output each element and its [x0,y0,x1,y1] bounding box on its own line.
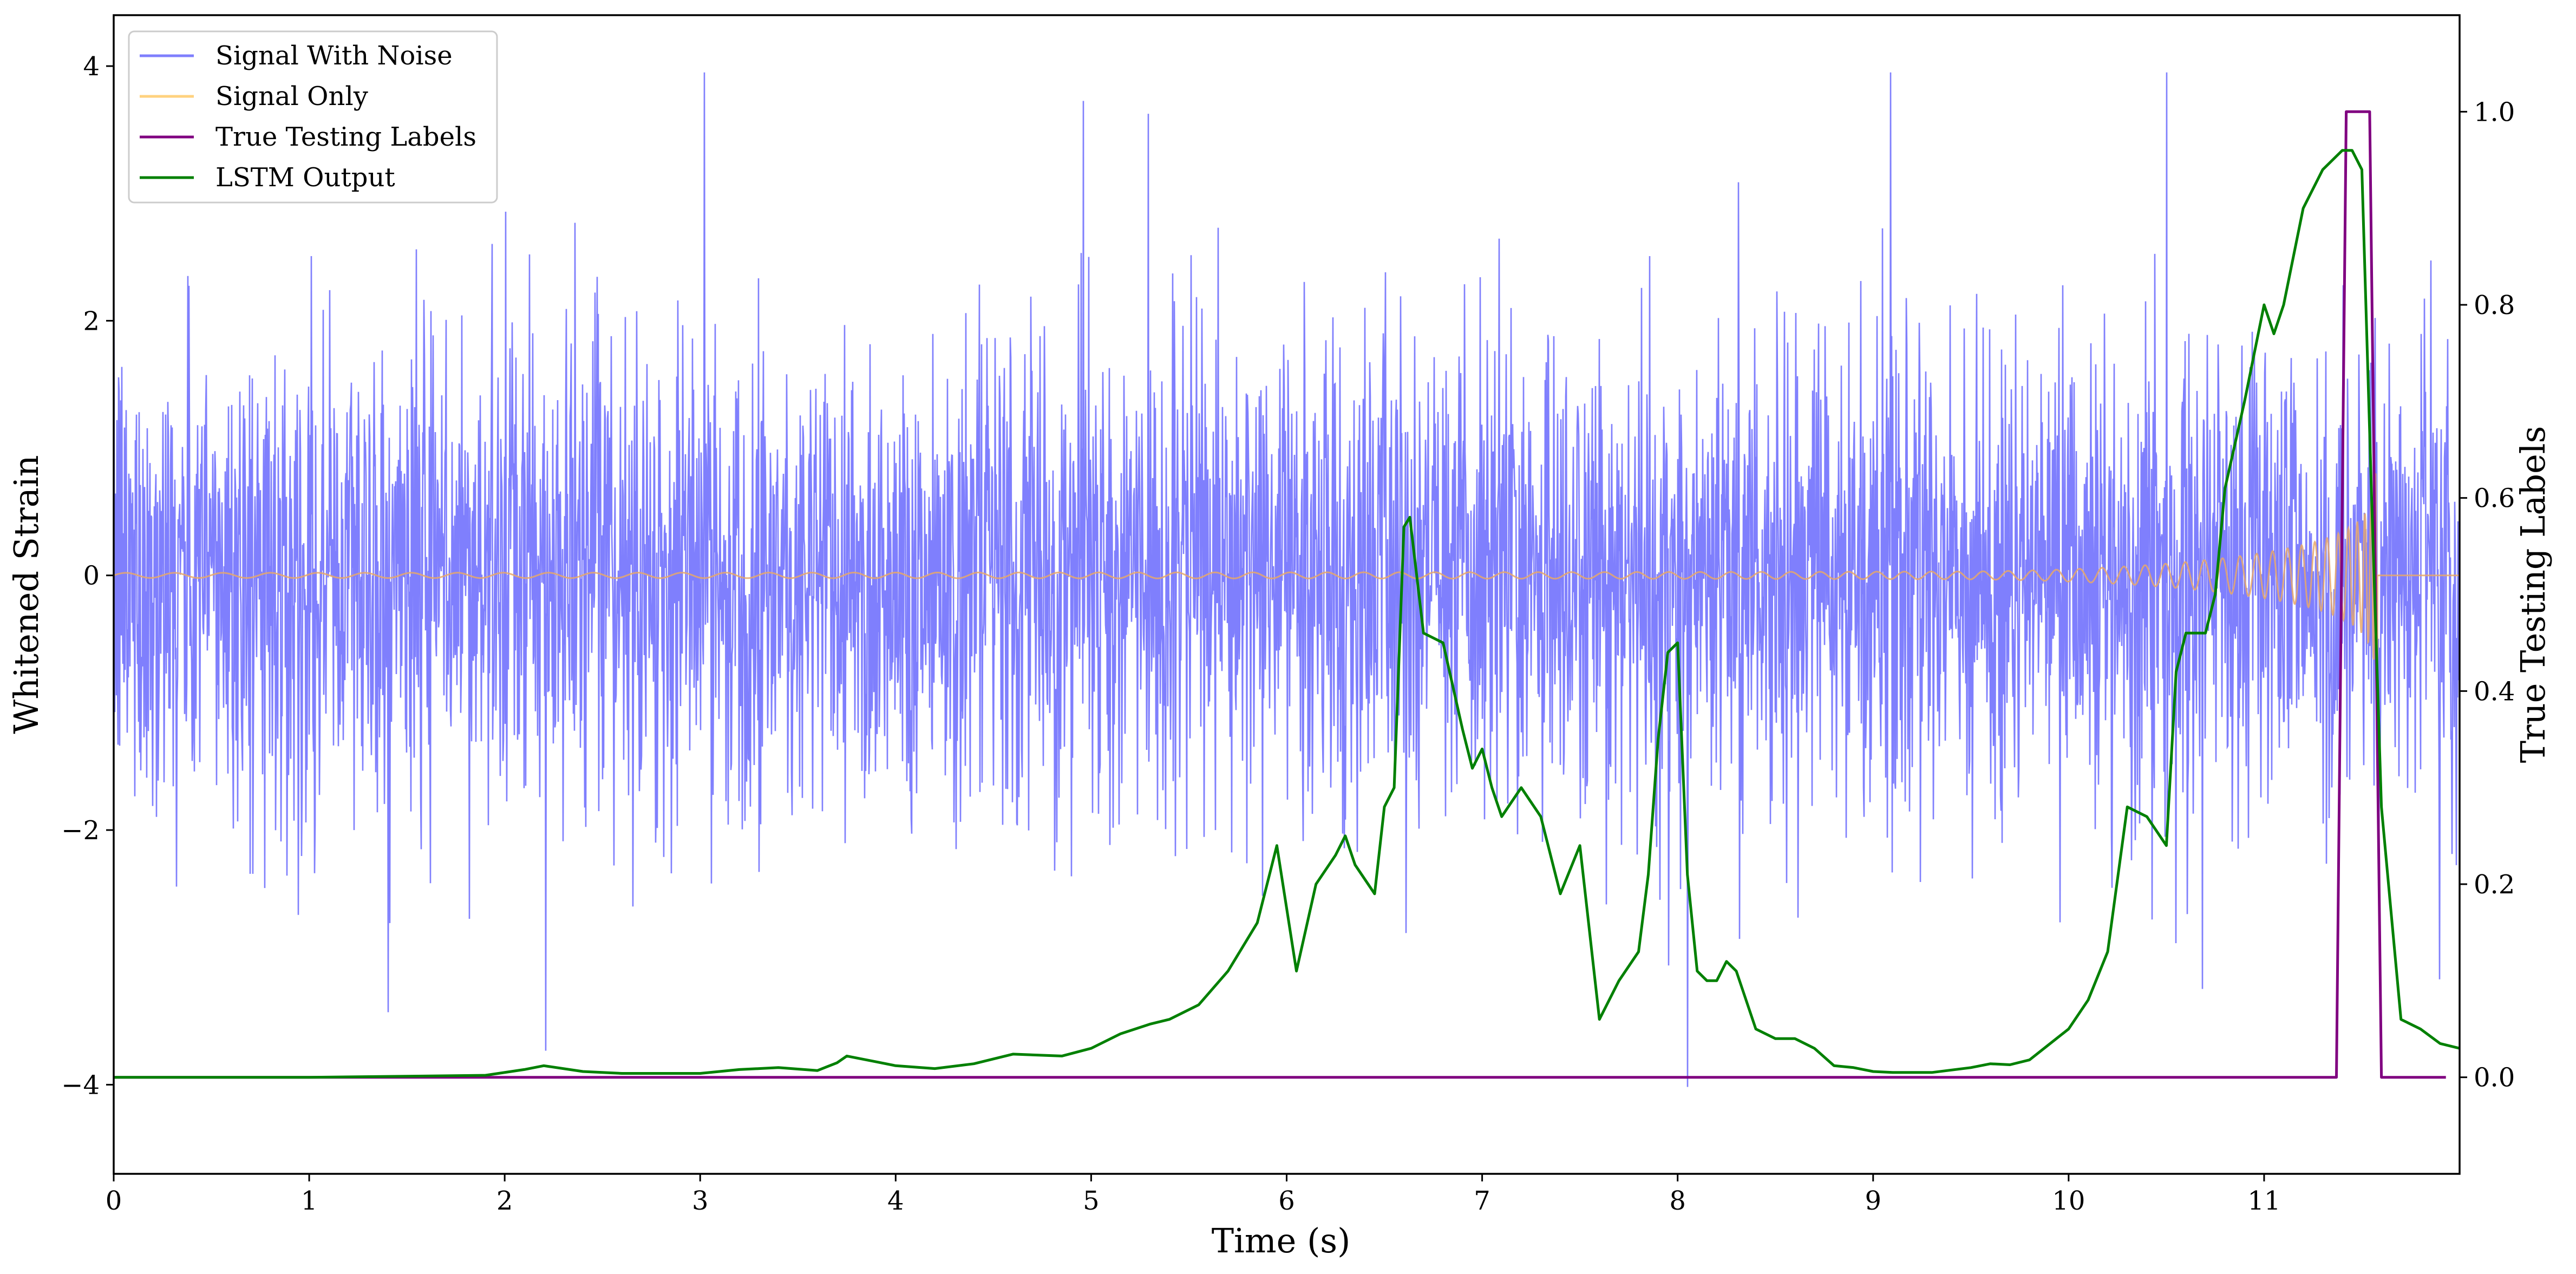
y-tick-label: −2 [61,815,100,846]
y-tick-label-right: 0.2 [2474,870,2515,900]
y-tick-label-right: 0.6 [2474,484,2515,514]
x-tick-label: 9 [1865,1186,1881,1216]
y-tick-label-right: 0.4 [2474,676,2515,707]
x-tick-label: 4 [887,1186,904,1216]
y-tick-label-right: 1.0 [2474,97,2515,127]
legend-label-signal-only: Signal Only [215,81,368,112]
legend-label-lstm-output: LSTM Output [215,162,395,193]
legend-box [128,30,498,204]
axis-layer: 0 1 2 3 4 5 6 7 8 9 10 11 −4 −2 0 2 4 0.0 0.2 0.4 0.6 0.8 1.0 [61,51,2515,1216]
x-tick-label: 11 [2247,1186,2280,1216]
y-axis-label-right: True Testing Labels [2513,426,2553,763]
y-tick-label: 4 [83,51,100,82]
y-axis-label: Whitened Strain [6,455,46,734]
x-tick-label: 8 [1669,1186,1686,1216]
x-tick-label: 2 [496,1186,513,1216]
series-lstm-output [114,149,2460,1079]
legend-label-signal-with-noise: Signal With Noise [215,41,453,71]
y-tick-label-right: 0.0 [2474,1063,2515,1093]
series-signal-only [114,473,2460,716]
x-tick-label: 5 [1083,1186,1100,1216]
x-tick-label: 7 [1474,1186,1490,1216]
x-tick-label: 3 [692,1186,709,1216]
x-tick-label: 10 [2052,1186,2085,1216]
x-tick-label: 0 [106,1186,122,1216]
y-tick-label-right: 0.8 [2474,290,2515,321]
y-tick-label: −4 [61,1070,100,1100]
x-tick-label: 6 [1278,1186,1295,1216]
series-signal-with-noise [114,72,2460,1087]
y-tick-label: 0 [83,561,100,591]
legend: Signal With Noise Signal Only True Testi… [128,30,498,204]
y-tick-label: 2 [83,306,100,336]
x-axis-label: Time (s) [1212,1221,1351,1260]
series-true-testing-labels [114,110,2446,1079]
legend-label-true-testing-labels: True Testing Labels [215,122,476,152]
x-tick-label: 1 [301,1186,318,1216]
series-layer [114,72,2460,1087]
